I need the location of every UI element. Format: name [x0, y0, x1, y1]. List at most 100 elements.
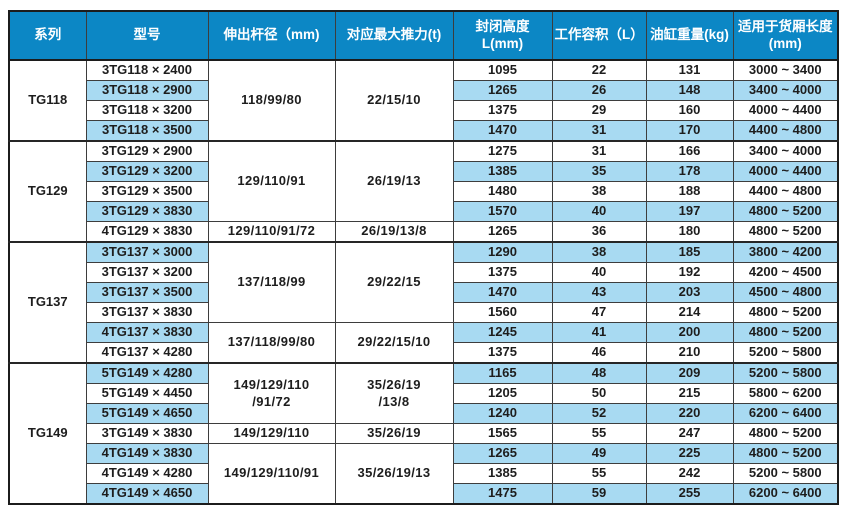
box-length-cell: 4800 ~ 5200	[732, 221, 839, 243]
volume-cell: 52	[551, 403, 647, 424]
box-length-cell: 4800 ~ 5200	[732, 322, 839, 343]
rod-diameter-cell: 118/99/80	[207, 59, 336, 142]
closed-height-cell: 1470	[452, 282, 553, 303]
volume-cell: 26	[551, 80, 647, 101]
weight-cell: 203	[645, 282, 734, 303]
table-row: TG118 3TG118 × 2400 118/99/80 22/15/10 1…	[8, 59, 839, 142]
box-length-cell: 6200 ~ 6400	[732, 483, 839, 505]
weight-cell: 225	[645, 443, 734, 464]
header-row: 系列 型号 伸出杆径（mm) 对应最大推力(t) 封闭高度L(mm) 工作容积（…	[8, 10, 839, 61]
model-cell: 3TG118 × 3200	[85, 100, 209, 121]
closed-height-cell: 1245	[452, 322, 553, 343]
table-row: 4TG137 × 3830 137/118/99/80 29/22/15/10 …	[9, 322, 839, 364]
box-length-cell: 6200 ~ 6400	[732, 403, 839, 424]
box-length-cell: 4400 ~ 4800	[732, 120, 839, 142]
table-row: TG149 5TG149 × 4280 149/129/110 /91/72 3…	[8, 362, 839, 505]
closed-height-cell: 1385	[452, 463, 553, 484]
rod-diameter-cell: 137/118/99/80	[207, 322, 336, 364]
volume-cell: 43	[551, 282, 647, 303]
box-length-cell: 4500 ~ 4800	[732, 282, 839, 303]
table-row: 4TG149 × 3830 149/129/110/91 35/26/19/13…	[9, 443, 839, 505]
box-length-cell: 4800 ~ 5200	[732, 302, 839, 323]
closed-height-cell: 1290	[452, 241, 553, 263]
weight-cell: 188	[645, 181, 734, 202]
model-cell: 5TG149 × 4650	[85, 403, 209, 424]
rod-diameter-cell: 129/110/91	[207, 140, 336, 222]
thrust-cell: 35/26/19	[334, 423, 454, 444]
rod-diameter-cell: 149/129/110 /91/72	[207, 362, 336, 424]
volume-cell: 40	[551, 262, 647, 283]
series-cell: TG149	[8, 362, 87, 505]
model-cell: 4TG137 × 4280	[85, 342, 209, 364]
weight-cell: 242	[645, 463, 734, 484]
weight-cell: 247	[645, 423, 734, 444]
closed-height-cell: 1470	[452, 120, 553, 142]
closed-height-cell: 1375	[452, 100, 553, 121]
model-cell: 3TG129 × 3830	[85, 201, 209, 222]
volume-cell: 48	[551, 362, 647, 384]
weight-cell: 197	[645, 201, 734, 222]
table-row: 3TG149 × 3830 149/129/110 35/26/19 1565 …	[9, 423, 839, 444]
model-cell: 4TG149 × 4650	[85, 483, 209, 505]
volume-cell: 46	[551, 342, 647, 364]
table-row: 4TG149 × 4650 1475 59 255 6200 ~ 6400	[9, 483, 839, 505]
model-cell: 3TG118 × 2900	[85, 80, 209, 101]
rod-diameter-cell: 149/129/110	[207, 423, 336, 444]
table-row: 3TG129 × 3500 1480 38 188 4400 ~ 4800	[9, 181, 839, 202]
box-length-cell: 5200 ~ 5800	[732, 463, 839, 484]
header-max-thrust: 对应最大推力(t)	[334, 10, 454, 61]
thrust-cell: 35/26/19 /13/8	[334, 362, 454, 424]
closed-height-cell: 1475	[452, 483, 553, 505]
weight-cell: 220	[645, 403, 734, 424]
closed-height-cell: 1385	[452, 161, 553, 182]
volume-cell: 59	[551, 483, 647, 505]
thrust-cell: 35/26/19/13	[334, 443, 454, 505]
model-cell: 3TG137 × 3500	[85, 282, 209, 303]
thrust-cell: 29/22/15/10	[334, 322, 454, 364]
table-row: 4TG149 × 4280 1385 55 242 5200 ~ 5800	[9, 463, 839, 484]
header-model: 型号	[85, 10, 209, 61]
volume-cell: 50	[551, 383, 647, 404]
volume-cell: 49	[551, 443, 647, 464]
spec-table: 系列 型号 伸出杆径（mm) 对应最大推力(t) 封闭高度L(mm) 工作容积（…	[8, 10, 839, 505]
box-length-cell: 4000 ~ 4400	[732, 100, 839, 121]
volume-cell: 38	[551, 181, 647, 202]
volume-cell: 31	[551, 120, 647, 142]
closed-height-cell: 1565	[452, 423, 553, 444]
closed-height-cell: 1375	[452, 262, 553, 283]
weight-cell: 255	[645, 483, 734, 505]
series-cell: TG118	[8, 59, 87, 142]
table-row: 3TG129 × 3200 1385 35 178 4000 ~ 4400	[9, 161, 839, 182]
table-row: 3TG137 × 3200 1375 40 192 4200 ~ 4500	[9, 262, 839, 283]
box-length-cell: 5200 ~ 5800	[732, 362, 839, 384]
header-box-length: 适用于货厢长度 (mm)	[732, 10, 839, 61]
header-series: 系列	[8, 10, 87, 61]
box-length-cell: 4800 ~ 5200	[732, 201, 839, 222]
weight-cell: 215	[645, 383, 734, 404]
thrust-cell: 29/22/15	[334, 241, 454, 323]
closed-height-cell: 1205	[452, 383, 553, 404]
box-length-cell: 5200 ~ 5800	[732, 342, 839, 364]
header-working-volume: 工作容积（L）	[551, 10, 647, 61]
rod-diameter-cell: 137/118/99	[207, 241, 336, 323]
weight-cell: 210	[645, 342, 734, 364]
closed-height-cell: 1375	[452, 342, 553, 364]
box-length-cell: 3400 ~ 4000	[732, 140, 839, 162]
volume-cell: 36	[551, 221, 647, 243]
box-length-cell: 4800 ~ 5200	[732, 423, 839, 444]
weight-cell: 170	[645, 120, 734, 142]
thrust-cell: 22/15/10	[334, 59, 454, 142]
table-row: TG129 3TG129 × 2900 129/110/91 26/19/13 …	[8, 140, 839, 243]
box-length-cell: 3400 ~ 4000	[732, 80, 839, 101]
box-length-cell: 4000 ~ 4400	[732, 161, 839, 182]
page: 系列 型号 伸出杆径（mm) 对应最大推力(t) 封闭高度L(mm) 工作容积（…	[8, 10, 839, 505]
box-length-cell: 4200 ~ 4500	[732, 262, 839, 283]
weight-cell: 166	[645, 140, 734, 162]
weight-cell: 178	[645, 161, 734, 182]
header-rod-diameter: 伸出杆径（mm)	[207, 10, 336, 61]
table-row: 4TG129 × 3830 129/110/91/72 26/19/13/8 1…	[9, 221, 839, 243]
box-length-cell: 4400 ~ 4800	[732, 181, 839, 202]
model-cell: 3TG118 × 2400	[85, 59, 209, 81]
model-cell: 3TG129 × 3500	[85, 181, 209, 202]
volume-cell: 47	[551, 302, 647, 323]
